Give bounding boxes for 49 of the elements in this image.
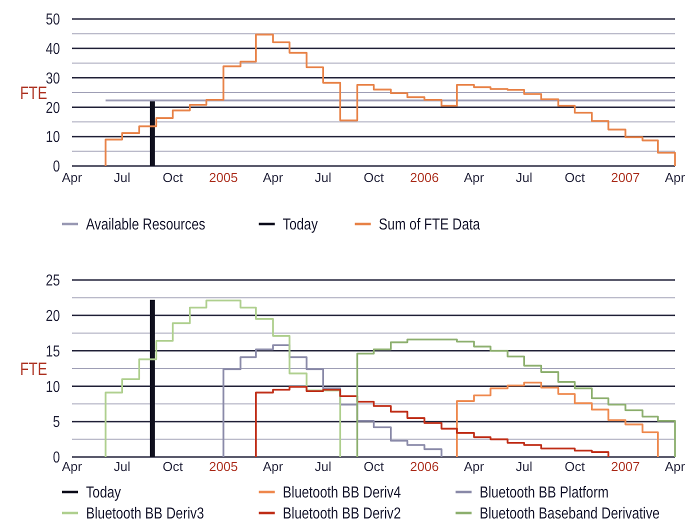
y-axis-title: FTE <box>20 83 48 104</box>
x-tick-label: 2007 <box>610 459 640 474</box>
x-tick-label: Apr <box>62 170 83 185</box>
x-tick-label: 2006 <box>410 170 439 185</box>
y-tick-label: 5 <box>52 414 60 432</box>
y-tick-label: 15 <box>46 343 60 361</box>
x-tick-label: Apr <box>664 459 686 474</box>
x-tick-label: Apr <box>464 170 485 185</box>
x-tick-label: Oct <box>564 170 586 185</box>
y-tick-label: 0 <box>52 449 60 468</box>
x-tick-label: Apr <box>62 459 83 474</box>
y-tick-label: 20 <box>46 100 60 118</box>
x-tick-label: Oct <box>162 459 184 474</box>
x-tick-label: Apr <box>262 170 284 185</box>
y-tick-label: 25 <box>46 272 60 290</box>
x-tick-label: 2006 <box>410 459 439 474</box>
y-tick-label: 30 <box>46 70 60 88</box>
y-tick-label: 20 <box>46 308 60 326</box>
x-tick-label: Oct <box>364 459 384 474</box>
legend-label: Sum of FTE Data <box>378 216 481 234</box>
x-tick-label: Jul <box>314 459 332 474</box>
x-tick-label: Jul <box>516 459 533 474</box>
x-tick-label: Jul <box>114 170 131 185</box>
x-tick-label: Apr <box>262 459 284 474</box>
x-tick-label: 2005 <box>208 459 238 474</box>
x-tick-label: Apr <box>464 459 485 474</box>
legend-label: Bluetooth Baseband Derivative <box>480 505 660 523</box>
x-tick-label: Oct <box>364 170 384 185</box>
y-tick-label: 50 <box>46 11 60 30</box>
y-tick-label: 10 <box>46 128 60 147</box>
legend-label: Bluetooth BB Deriv4 <box>282 484 401 502</box>
legend-label: Bluetooth BB Deriv2 <box>282 505 401 523</box>
y-axis-title: FTE <box>20 359 48 380</box>
x-tick-label: Oct <box>162 170 184 185</box>
x-tick-label: Apr <box>664 170 686 185</box>
y-tick-label: 10 <box>46 378 60 396</box>
x-tick-label: 2005 <box>208 170 238 185</box>
x-tick-label: Jul <box>516 170 533 185</box>
x-tick-label: 2007 <box>610 170 640 185</box>
legend-label: Available Resources <box>86 216 206 234</box>
y-tick-label: 40 <box>46 40 60 58</box>
legend-label: Bluetooth BB Deriv3 <box>86 505 204 523</box>
x-tick-label: Jul <box>114 459 131 474</box>
legend-label: Bluetooth BB Platform <box>480 484 609 502</box>
y-tick-label: 0 <box>52 158 60 176</box>
legend-label: Today <box>282 216 318 234</box>
x-tick-label: Oct <box>564 459 586 474</box>
legend-label: Today <box>86 484 122 502</box>
x-tick-label: Jul <box>314 170 332 185</box>
